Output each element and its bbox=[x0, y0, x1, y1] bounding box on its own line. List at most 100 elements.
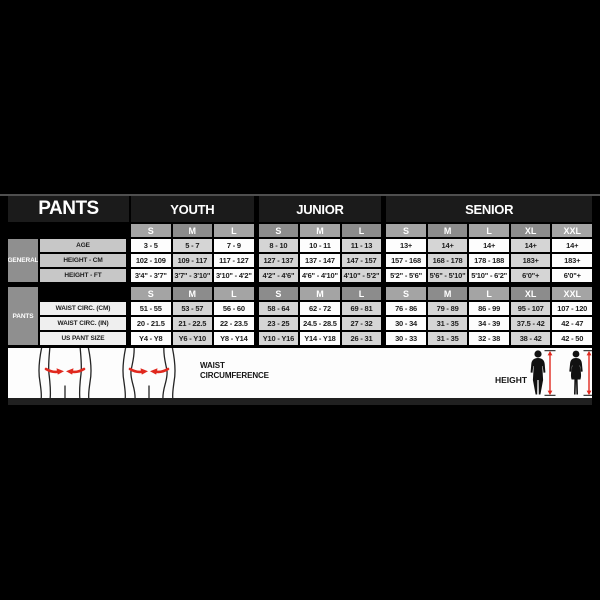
data-cell: 31 - 35 bbox=[427, 332, 468, 345]
section-label-pants: PANTS bbox=[8, 287, 38, 345]
data-cell: 30 - 33 bbox=[386, 332, 426, 345]
data-cell: 4'10" - 5'2" bbox=[341, 269, 382, 282]
size-col-header-l: L bbox=[469, 287, 509, 300]
data-cell: 86 - 99 bbox=[469, 302, 509, 315]
data-cell: Y6 - Y10 bbox=[172, 332, 213, 345]
data-cell: 3'7" - 3'10" bbox=[172, 269, 213, 282]
size-col-header-xxl: XXL bbox=[552, 224, 592, 237]
row-label: AGE bbox=[40, 239, 126, 252]
data-cell: 7 - 9 bbox=[214, 239, 254, 252]
data-cell: Y4 - Y8 bbox=[131, 332, 171, 345]
data-cell: 4'6" - 4'10" bbox=[300, 269, 340, 282]
group-header-junior: JUNIOR bbox=[258, 196, 382, 222]
data-cell: 14+ bbox=[427, 239, 468, 252]
data-cell: 37.5 - 42 bbox=[510, 317, 551, 330]
size-col-header-m: M bbox=[300, 287, 340, 300]
measurement-legend-band: WAIST CIRCUMFERENCE HEIGHT bbox=[8, 348, 592, 398]
row-label: WAIST CIRC. (IN) bbox=[40, 317, 126, 330]
data-cell: 5'2" - 5'6" bbox=[386, 269, 426, 282]
size-col-header-s: S bbox=[131, 224, 171, 237]
size-col-header-s: S bbox=[131, 287, 171, 300]
row-label: WAIST CIRC. (CM) bbox=[40, 302, 126, 315]
pants-size-table: PANTS YOUTH JUNIOR SENIOR S M L S M L S M L XL XXL S M L S… bbox=[8, 196, 592, 345]
data-cell: 30 - 34 bbox=[386, 317, 426, 330]
data-cell: 5 - 7 bbox=[172, 239, 213, 252]
size-col-header-m: M bbox=[427, 287, 468, 300]
size-col-header-l: L bbox=[341, 224, 382, 237]
data-cell: Y8 - Y14 bbox=[214, 332, 254, 345]
data-cell: Y10 - Y16 bbox=[258, 332, 299, 345]
legend-band-bottom-border bbox=[8, 398, 592, 405]
size-chart-sheet: PANTS YOUTH JUNIOR SENIOR S M L S M L S M L XL XXL S M L S… bbox=[8, 196, 592, 345]
height-label: HEIGHT bbox=[495, 375, 528, 385]
size-col-header-m: M bbox=[172, 224, 213, 237]
data-cell: 14+ bbox=[510, 239, 551, 252]
row-label: HEIGHT - CM bbox=[40, 254, 126, 267]
data-cell: 26 - 31 bbox=[341, 332, 382, 345]
data-cell: 13+ bbox=[386, 239, 426, 252]
data-cell: 157 - 168 bbox=[386, 254, 426, 267]
data-cell: 8 - 10 bbox=[258, 239, 299, 252]
group-header-youth: YOUTH bbox=[131, 196, 254, 222]
data-cell: 137 - 147 bbox=[300, 254, 340, 267]
section-label-general: GENERAL bbox=[8, 239, 38, 282]
size-col-header-l: L bbox=[214, 224, 254, 237]
size-col-header-l: L bbox=[341, 287, 382, 300]
size-col-header-s: S bbox=[258, 224, 299, 237]
data-cell: Y14 - Y18 bbox=[300, 332, 340, 345]
data-cell: 69 - 81 bbox=[341, 302, 382, 315]
height-measure-silhouettes-illustration bbox=[530, 350, 592, 396]
table-title: PANTS bbox=[8, 196, 129, 222]
data-cell: 3'4" - 3'7" bbox=[131, 269, 171, 282]
size-col-header-m: M bbox=[300, 224, 340, 237]
data-cell: 6'0"+ bbox=[552, 269, 592, 282]
data-cell: 53 - 57 bbox=[172, 302, 213, 315]
size-col-header-l: L bbox=[214, 287, 254, 300]
data-cell: 14+ bbox=[469, 239, 509, 252]
data-cell: 107 - 120 bbox=[552, 302, 592, 315]
data-cell: 10 - 11 bbox=[300, 239, 340, 252]
data-cell: 62 - 72 bbox=[300, 302, 340, 315]
data-cell: 109 - 117 bbox=[172, 254, 213, 267]
data-cell: 58 - 64 bbox=[258, 302, 299, 315]
size-col-header-l: L bbox=[469, 224, 509, 237]
size-col-header-s: S bbox=[386, 224, 426, 237]
data-cell: 147 - 157 bbox=[341, 254, 382, 267]
size-col-header-m: M bbox=[427, 224, 468, 237]
data-cell: 183+ bbox=[552, 254, 592, 267]
table-top-hairline bbox=[0, 194, 600, 196]
data-cell: 95 - 107 bbox=[510, 302, 551, 315]
data-cell: 42 - 47 bbox=[552, 317, 592, 330]
data-cell: 5'10" - 6'2" bbox=[469, 269, 509, 282]
data-cell: 178 - 188 bbox=[469, 254, 509, 267]
row-label: HEIGHT - FT bbox=[40, 269, 126, 282]
data-cell: 20 - 21.5 bbox=[131, 317, 171, 330]
data-cell: 117 - 127 bbox=[214, 254, 254, 267]
size-col-header-m: M bbox=[172, 287, 213, 300]
size-col-header-xxl: XXL bbox=[552, 287, 592, 300]
data-cell: 21 - 22.5 bbox=[172, 317, 213, 330]
data-cell: 42 - 50 bbox=[552, 332, 592, 345]
data-cell: 3 - 5 bbox=[131, 239, 171, 252]
waist-measure-figures-illustration bbox=[38, 348, 176, 398]
data-cell: 56 - 60 bbox=[214, 302, 254, 315]
size-col-header-xl: XL bbox=[510, 287, 551, 300]
size-col-header-xl: XL bbox=[510, 224, 551, 237]
data-cell: 79 - 89 bbox=[427, 302, 468, 315]
data-cell: 22 - 23.5 bbox=[214, 317, 254, 330]
data-cell: 127 - 137 bbox=[258, 254, 299, 267]
data-cell: 31 - 35 bbox=[427, 317, 468, 330]
waist-circumference-label: WAIST CIRCUMFERENCE bbox=[200, 361, 269, 380]
data-cell: 32 - 38 bbox=[469, 332, 509, 345]
data-cell: 34 - 39 bbox=[469, 317, 509, 330]
size-col-header-s: S bbox=[386, 287, 426, 300]
row-label: US PANT SIZE bbox=[40, 332, 126, 345]
data-cell: 11 - 13 bbox=[341, 239, 382, 252]
data-cell: 76 - 86 bbox=[386, 302, 426, 315]
data-cell: 14+ bbox=[552, 239, 592, 252]
data-cell: 4'2" - 4'6" bbox=[258, 269, 299, 282]
data-cell: 5'6" - 5'10" bbox=[427, 269, 468, 282]
data-cell: 102 - 109 bbox=[131, 254, 171, 267]
data-cell: 38 - 42 bbox=[510, 332, 551, 345]
